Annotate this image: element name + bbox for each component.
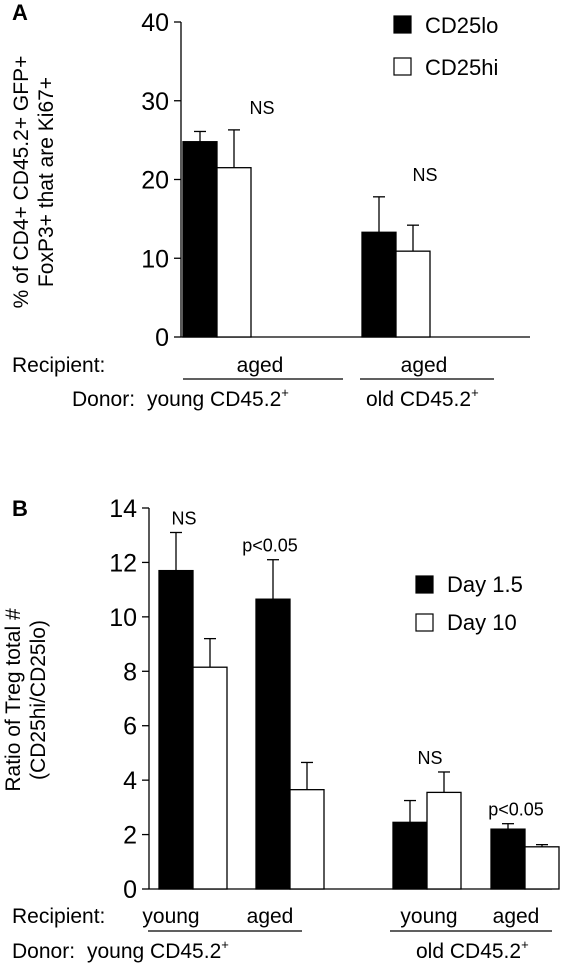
panel-a-y-label: % of CD4+ CD45.2+ GFP+ FoxP3+ that are K… [10,56,58,309]
legend-swatch-day-1-5 [415,575,434,594]
bar [255,598,291,890]
panel-b-donor-label: Donor: [12,940,75,963]
panel-a-y-ticks: 0 10 20 30 40 [141,9,181,352]
bar [361,231,397,338]
panel-b-recipient-2: aged [247,905,294,928]
panel-b-recipient-label: Recipient: [12,905,105,928]
legend-label-cd25lo: CD25lo [425,13,498,38]
legend-label-day-1-5: Day 1.5 [447,572,523,597]
y-tick-label: 10 [109,604,137,632]
panel-a-donor-2: old CD45.2+ [366,385,479,411]
panel-b-y-label: Ratio of Treg total # (CD25hi/CD25lo) [2,608,50,792]
bar [289,789,325,890]
bar [192,666,228,890]
y-tick-label: 30 [141,88,169,116]
panel-a-donor-1: young CD45.2+ [147,385,289,411]
panel-b-recipient-3: young [400,905,457,928]
y-tick-label: 14 [109,495,137,523]
panel-a-recipient-label: Recipient: [12,354,105,377]
y-tick-label: 8 [123,658,137,686]
y-tick-label: 0 [123,876,137,904]
panel-b-ylabel-line1: Ratio of Treg total # [2,608,25,792]
significance-label: p<0.05 [488,800,544,820]
significance-label: NS [417,748,442,768]
legend-swatch-cd25lo [393,15,412,34]
panel-b-y-ticks: 0 2 4 6 8 10 12 14 [109,495,149,904]
bar [524,846,560,890]
y-tick-label: 2 [123,822,137,850]
y-tick-label: 20 [141,167,169,195]
panel-a-letter: A [12,0,28,25]
legend-swatch-day-10 [415,613,434,632]
panel-b-donor-2: old CD45.2+ [416,937,529,963]
legend-label-day-10: Day 10 [447,610,517,635]
y-tick-label: 12 [109,549,137,577]
legend-swatch-cd25hi [393,57,412,76]
panel-a-ylabel-line2: FoxP3+ that are Ki67+ [35,77,58,287]
panel-b-letter: B [12,496,28,521]
legend-label-cd25hi: CD25hi [425,55,498,80]
y-tick-label: 40 [141,9,169,37]
panel-a-bars: NS NS [182,98,438,338]
y-tick-label: 4 [123,767,137,795]
panel-b-ylabel-line2: (CD25hi/CD25lo) [27,620,50,780]
panel-a-ylabel-line1: % of CD4+ CD45.2+ GFP+ [10,56,33,309]
significance-label: NS [171,508,196,528]
y-tick-label: 10 [141,245,169,273]
significance-label: NS [249,98,274,118]
bar [395,250,431,338]
bar [426,791,462,890]
panel-b-bars: NS p<0.05 NS p<0.05 [158,508,560,890]
bar [490,828,526,890]
panel-b-recipient-1: young [142,905,199,928]
panel-b-donor-1: young CD45.2+ [87,937,229,963]
panel-b-legend: Day 1.5 Day 10 [415,572,523,635]
panel-a-recipient-2: aged [401,354,448,377]
panel-a-legend: CD25lo CD25hi [393,13,498,80]
panel-a-recipient-1: aged [237,354,284,377]
panel-b: B Ratio of Treg total # (CD25hi/CD25lo) … [2,495,560,963]
bar [158,569,194,890]
significance-label: NS [412,165,437,185]
bar [392,821,428,890]
significance-label: p<0.05 [242,536,298,556]
panel-a-donor-label: Donor: [72,388,135,411]
y-tick-label: 0 [155,324,169,352]
panel-a: A % of CD4+ CD45.2+ GFP+ FoxP3+ that are… [10,0,530,411]
bar [182,141,218,338]
bar [216,167,252,338]
panel-b-recipient-4: aged [493,905,540,928]
y-tick-label: 6 [123,713,137,741]
